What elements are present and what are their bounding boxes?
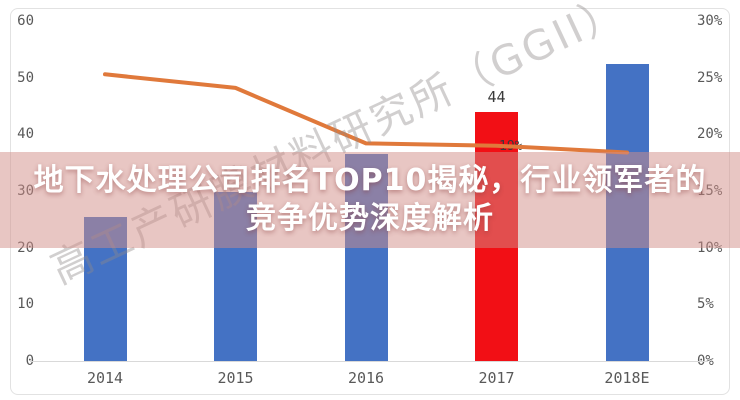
x-axis-label-2014: 2014	[86, 369, 124, 387]
right-axis-tick: 20%	[697, 126, 723, 143]
right-axis-tick: 5%	[697, 296, 714, 313]
right-axis-tick: 30%	[697, 13, 723, 29]
x-axis-label-2016: 2016	[347, 369, 385, 387]
left-axis-tick: 50	[17, 69, 34, 86]
headline-line2: 竞争优势深度解析	[246, 201, 494, 236]
x-axis-label-2018E: 2018E	[604, 369, 650, 387]
x-axis-label-2015: 2015	[217, 369, 254, 387]
left-axis-tick: 60	[17, 13, 34, 29]
x-axis-label-2017: 2017	[478, 369, 515, 387]
right-axis-tick: 25%	[697, 69, 723, 86]
left-axis-tick: 10	[17, 296, 34, 313]
headline-line1: 地下水处理公司排名TOP10揭秘，行业领军者的	[33, 163, 707, 198]
left-axis-tick: 40	[17, 126, 34, 143]
headline-overlay-band: 地下水处理公司排名TOP10揭秘，行业领军者的 竞争优势深度解析	[0, 152, 740, 248]
x-axis-line	[30, 361, 708, 362]
bar-data-label-2017: 44	[487, 87, 506, 106]
left-axis-tick: 0	[25, 353, 34, 369]
trend-line	[103, 72, 629, 155]
